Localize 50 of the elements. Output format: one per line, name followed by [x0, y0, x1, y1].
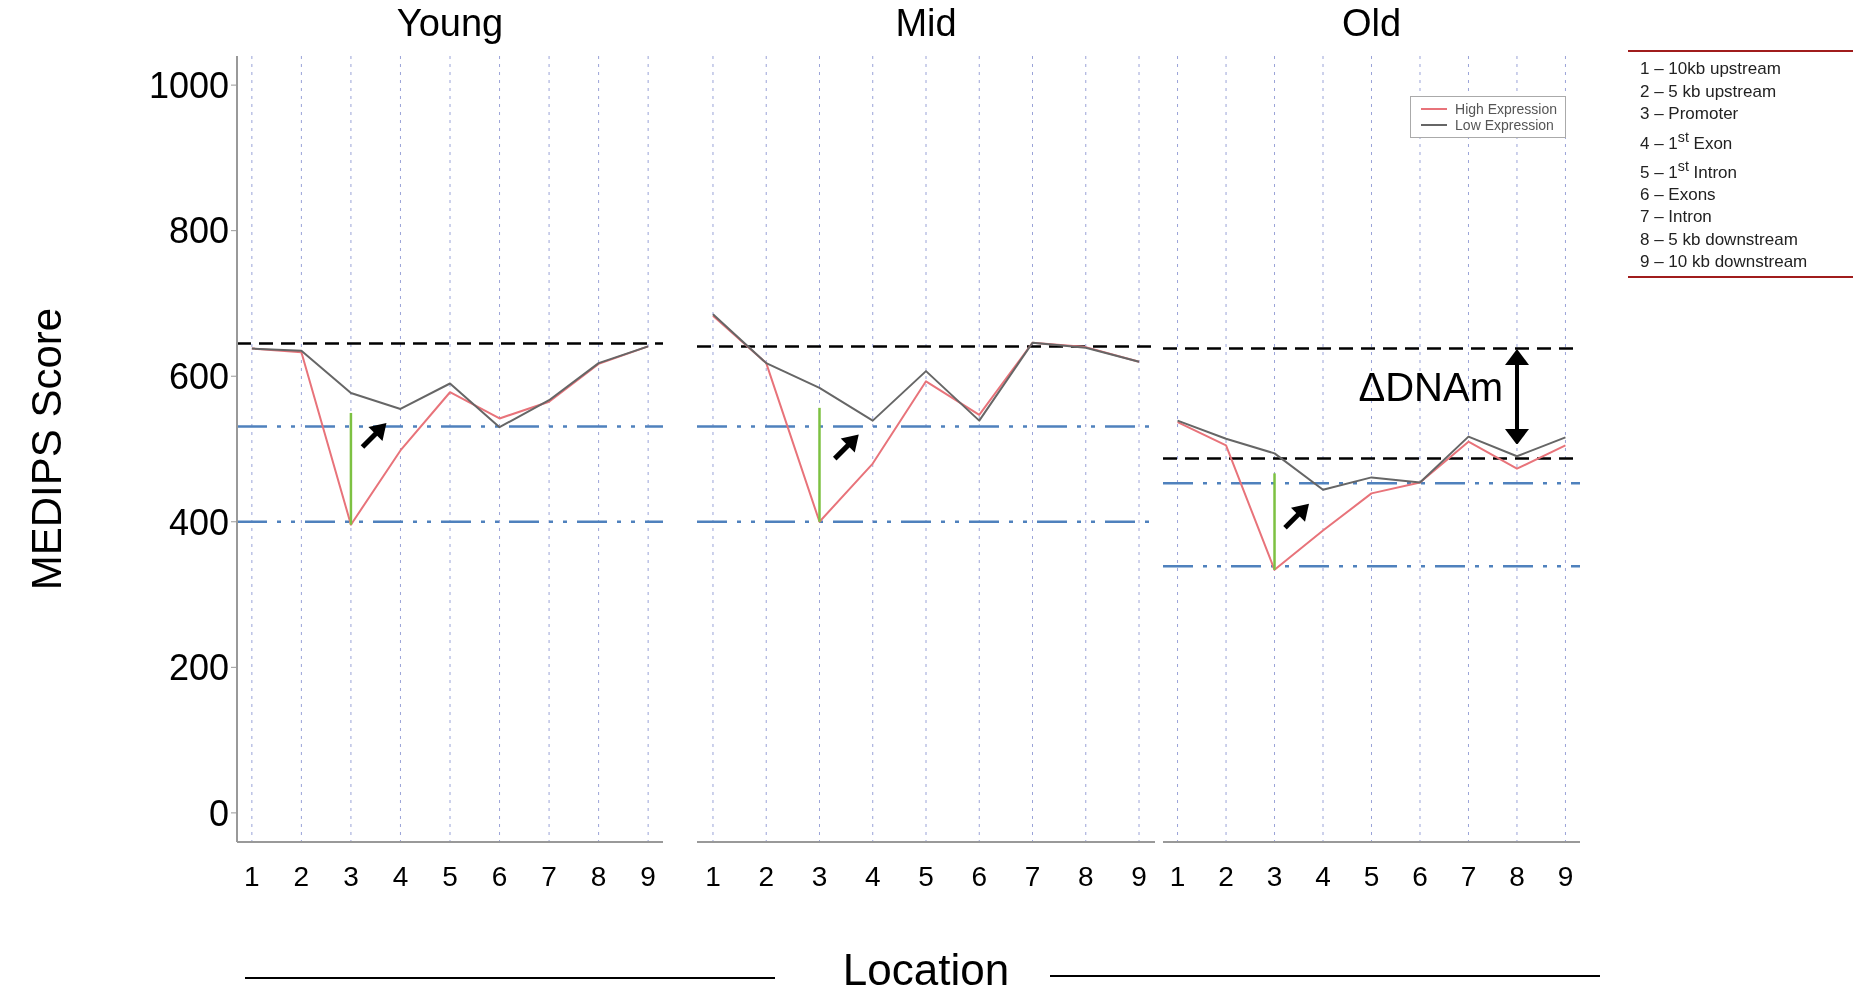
x-tick-label: 2	[758, 860, 775, 892]
legend-label: Low Expression	[1455, 117, 1554, 133]
x-tick-label: 3	[811, 860, 828, 892]
text: 5 – 1$^{st}$ Intron	[1640, 156, 1739, 184]
x-tick-label: 4	[392, 860, 409, 892]
x-tick-label: 8	[1509, 860, 1525, 892]
text: 3 – Promoter	[1640, 103, 1740, 125]
y-tick-label: 0	[208, 792, 229, 834]
y-tick-label: 400	[168, 501, 229, 543]
chart-title: Young	[395, 2, 505, 45]
x-tick-label: 9	[1131, 860, 1147, 892]
x-tick-label: 1	[705, 860, 721, 892]
y-tick-label: 800	[168, 210, 229, 252]
x-tick-label: 5	[1363, 860, 1380, 892]
legend-label: High Expression	[1455, 101, 1557, 117]
x-tick-label: 5	[918, 860, 934, 892]
y-tick-label: 200	[168, 647, 229, 689]
x-tick-label: 2	[293, 860, 310, 892]
text: 4 – 1$^{st}$ Exon	[1640, 127, 1734, 155]
x-tick-label: 8	[590, 860, 607, 892]
x-tick-label: 3	[1266, 860, 1283, 892]
y-axis-title: MEDIPS Score	[23, 307, 71, 591]
x-tick-label: 1	[244, 860, 260, 892]
y-tick-label: 1000	[148, 64, 229, 106]
annotation: ΔDNAm	[1358, 364, 1503, 409]
x-tick-label: 4	[864, 860, 881, 892]
text: 7 – Intron	[1640, 206, 1713, 229]
text: 8 – 5 kb downstream	[1640, 228, 1799, 251]
x-tick-label: 3	[343, 860, 359, 892]
x-tick-label: 4	[1315, 860, 1331, 892]
x-tick-label: 5	[442, 860, 458, 892]
x-tick-label: 9	[1557, 860, 1574, 892]
x-tick-label: 7	[541, 860, 557, 892]
x-tick-label: 6	[491, 860, 508, 892]
chart-title: Mid	[894, 2, 958, 45]
x-tick-label: 6	[1412, 860, 1428, 892]
x-tick-label: 7	[1024, 860, 1041, 892]
x-tick-label: 9	[640, 860, 656, 892]
x-axis-title: Location	[841, 945, 1011, 995]
x-tick-label: 8	[1077, 860, 1094, 892]
text: 9 – 10 kb downstream	[1640, 251, 1809, 274]
x-tick-label: 7	[1460, 860, 1477, 892]
text: 2 – 5 kb upstream	[1640, 80, 1778, 103]
text: 6 – Exons	[1640, 183, 1717, 206]
chart-title: Old	[1340, 2, 1403, 45]
x-tick-label: 1	[1169, 860, 1186, 892]
text: 1 – 10kb upstream	[1640, 58, 1782, 80]
x-tick-label: 6	[971, 860, 988, 892]
x-tick-label: 2	[1218, 860, 1234, 892]
y-tick-label: 600	[168, 356, 229, 397]
